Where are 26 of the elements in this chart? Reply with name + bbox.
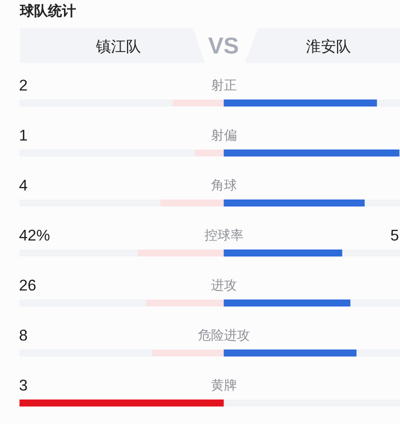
y-tick-label: 危险进攻 xyxy=(198,328,250,342)
bar xyxy=(224,250,342,256)
bar xyxy=(160,200,224,206)
annotation: 8 xyxy=(19,328,28,344)
y-tick-label: 角球 xyxy=(210,178,237,192)
y-tick-label: 射偏 xyxy=(210,128,237,142)
y-tick-label: 射正 xyxy=(210,78,237,92)
annotation: 26 xyxy=(19,278,36,294)
y-tick-label: 进攻 xyxy=(210,278,237,292)
annotation: 5 xyxy=(390,228,399,244)
text: VS xyxy=(208,32,239,58)
bar xyxy=(152,350,224,356)
y-tick-label: 黄牌 xyxy=(210,378,237,392)
annotation: 1 xyxy=(19,128,28,144)
bar xyxy=(172,100,224,106)
bar xyxy=(138,250,224,256)
y-tick-label: 控球率 xyxy=(204,228,244,242)
text: 球队统计 xyxy=(19,2,76,18)
bar xyxy=(195,150,224,156)
annotation: 3 xyxy=(19,378,28,394)
text: 淮安队 xyxy=(306,38,351,56)
annotation: 4 xyxy=(19,178,28,194)
annotation: 2 xyxy=(19,78,28,94)
annotation: 42% xyxy=(19,228,50,244)
bar xyxy=(146,300,224,306)
text: 镇江队 xyxy=(95,38,141,56)
